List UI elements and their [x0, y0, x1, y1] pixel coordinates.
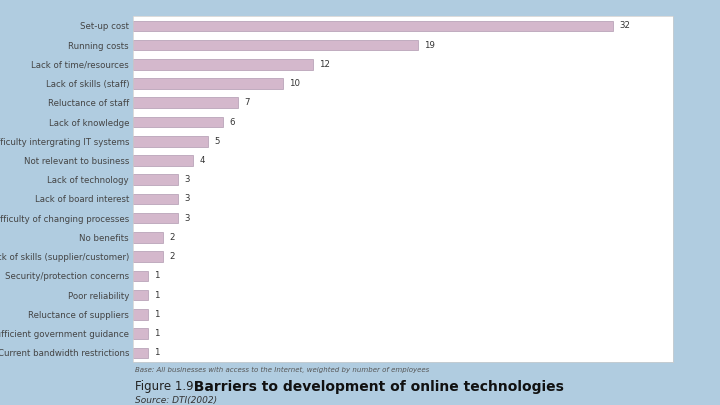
Bar [133, 232, 163, 243]
Text: 5: 5 [215, 137, 220, 146]
Text: Barriers to development of online technologies: Barriers to development of online techno… [184, 380, 564, 394]
Bar [133, 328, 148, 339]
Text: 3: 3 [184, 214, 189, 223]
Text: 2: 2 [169, 233, 175, 242]
Text: 1: 1 [154, 271, 160, 280]
Text: 32: 32 [619, 21, 630, 30]
Bar [133, 290, 148, 301]
Text: 10: 10 [289, 79, 300, 88]
Text: 1: 1 [154, 348, 160, 357]
Text: Figure 1.9: Figure 1.9 [135, 380, 194, 393]
Text: 12: 12 [319, 60, 330, 69]
Bar [133, 194, 179, 204]
Bar [133, 155, 193, 166]
Text: 3: 3 [184, 194, 189, 203]
Bar [133, 59, 313, 70]
Text: 6: 6 [229, 117, 235, 126]
Text: 19: 19 [424, 40, 435, 49]
Bar [133, 175, 179, 185]
Bar [133, 40, 418, 50]
Text: 1: 1 [154, 310, 160, 319]
Bar [133, 271, 148, 281]
Text: Base: All businesses with access to the Internet, weighted by number of employee: Base: All businesses with access to the … [135, 367, 430, 373]
Bar [133, 136, 208, 147]
Bar [133, 213, 179, 224]
Bar [133, 347, 148, 358]
Text: 1: 1 [154, 329, 160, 338]
Bar [133, 309, 148, 320]
Text: Source: DTI(2002): Source: DTI(2002) [135, 396, 217, 405]
Bar [133, 21, 613, 31]
Text: 7: 7 [244, 98, 250, 107]
Bar [133, 98, 238, 108]
Bar [133, 252, 163, 262]
Text: 4: 4 [199, 156, 204, 165]
Text: 2: 2 [169, 252, 175, 261]
Text: 1: 1 [154, 291, 160, 300]
Text: 3: 3 [184, 175, 189, 184]
Bar [133, 117, 223, 127]
Bar [133, 78, 283, 89]
